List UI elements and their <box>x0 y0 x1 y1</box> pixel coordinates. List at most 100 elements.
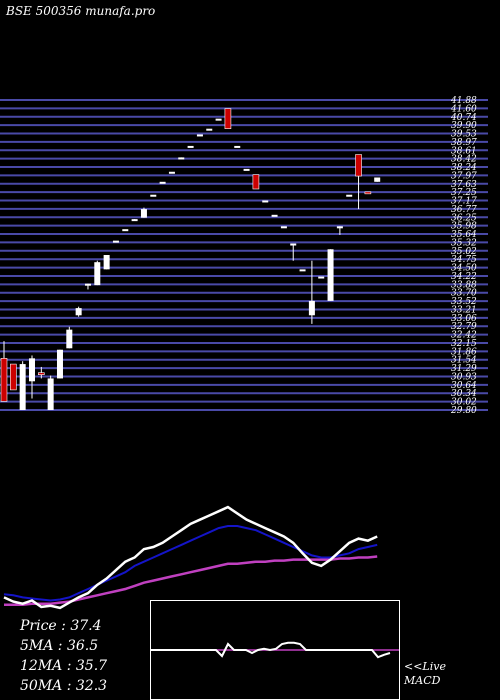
price-tick-label: 39.53 <box>451 130 477 140</box>
ma50-stat: 50MA : 32.3 <box>20 678 108 694</box>
candle-body <box>224 108 232 130</box>
candle-body <box>308 300 315 316</box>
candle-body <box>140 209 147 218</box>
price-tick-label: 34.50 <box>451 264 477 274</box>
price-tick-label: 31.54 <box>451 356 477 366</box>
price-tick-label: 37.97 <box>451 171 477 181</box>
ma50-value: 32.3 <box>75 678 108 694</box>
candle-body <box>374 177 381 182</box>
ma12-label: 12MA <box>20 658 63 674</box>
candle-body <box>0 358 8 402</box>
candle-body <box>84 283 91 286</box>
candle-body <box>299 269 306 272</box>
candlesticks <box>0 108 381 410</box>
ma-slow-line <box>4 555 378 607</box>
price-tick-label: 33.21 <box>451 305 477 315</box>
candle-body <box>187 145 194 148</box>
candle-body <box>56 349 63 379</box>
price-tick-label: 30.64 <box>451 381 477 391</box>
candle-body <box>38 372 45 375</box>
price-tick-label: 36.25 <box>451 213 477 223</box>
candle-body <box>168 171 175 174</box>
macd-label: <<Live MACD <box>404 660 446 688</box>
candle-body <box>103 255 110 270</box>
ma5-stat: 5MA : 36.5 <box>20 638 99 654</box>
price-tick-label: 32.42 <box>451 331 477 341</box>
price-tick-label: 38.61 <box>451 146 477 156</box>
candle-body <box>234 145 241 148</box>
candle-body <box>271 214 278 217</box>
candle-body <box>327 249 334 301</box>
price-tick-label: 33.06 <box>451 314 477 324</box>
price-tick-label: 34.75 <box>451 255 477 265</box>
candle-body <box>75 308 82 316</box>
candle-body <box>122 229 129 232</box>
ma-mid-line <box>3 525 378 602</box>
ma-fast-line <box>3 505 378 610</box>
chart-title: BSE 500356 munafa.pro <box>6 4 156 18</box>
price-tick-label: 38.24 <box>451 163 477 173</box>
price-tick-label: 33.88 <box>451 280 477 290</box>
price-tick-label: 30.02 <box>451 398 477 408</box>
ma12-value: 35.7 <box>75 658 108 674</box>
price-tick-label: 34.22 <box>451 272 477 282</box>
candle-body <box>318 276 325 279</box>
price-tick-label: 38.97 <box>451 138 477 148</box>
price-tick-label: 32.15 <box>451 339 477 349</box>
price-label: Price <box>20 618 57 634</box>
candle-body <box>215 118 222 121</box>
price-tick-label: 41.88 <box>450 96 477 106</box>
ma5-value: 36.5 <box>66 638 99 654</box>
price-axis: 41.8841.6040.7439.9039.5338.9738.6138.42… <box>450 96 477 416</box>
candle-body <box>47 378 54 410</box>
candle-body <box>66 329 73 349</box>
candle-body <box>243 168 250 171</box>
candle-body <box>178 157 185 160</box>
candle-body <box>19 364 26 410</box>
price-tick-label: 37.63 <box>451 180 477 190</box>
price-tick-label: 33.52 <box>451 297 477 307</box>
price-tick-label: 41.60 <box>450 104 477 114</box>
candle-body <box>150 194 157 197</box>
price-tick-label: 32.79 <box>451 322 477 332</box>
ma50-label: 50MA <box>20 678 63 694</box>
price-tick-label: 30.34 <box>451 389 477 399</box>
candle-body <box>355 154 362 177</box>
macd-panel <box>150 600 400 700</box>
price-grid <box>0 99 488 411</box>
candle-body <box>290 243 297 246</box>
candle-body <box>28 358 35 382</box>
price-tick-label: 35.02 <box>451 247 477 257</box>
price-stat: Price : 37.4 <box>20 618 102 634</box>
price-tick-label: 35.64 <box>451 230 477 240</box>
price-tick-label: 37.17 <box>451 197 477 207</box>
price-tick-label: 31.86 <box>451 347 477 357</box>
candle-body <box>159 181 166 184</box>
candle-body <box>280 226 287 229</box>
price-value: 37.4 <box>70 618 102 634</box>
price-tick-label: 29.80 <box>450 406 477 416</box>
candle-body <box>94 262 101 286</box>
ma12-stat: 12MA : 35.7 <box>20 658 108 674</box>
price-tick-label: 33.70 <box>451 289 477 299</box>
macd-plot <box>150 641 400 659</box>
candle-body <box>346 194 353 197</box>
price-tick-label: 30.93 <box>451 372 477 382</box>
candle-body <box>10 363 17 391</box>
stats-panel: Price : 37.4 5MA : 36.5 12MA : 35.7 50MA… <box>20 616 107 696</box>
macd-title: MACD <box>404 674 441 687</box>
price-tick-label: 36.77 <box>451 205 477 215</box>
candle-body <box>252 174 260 190</box>
price-tick-label: 40.74 <box>450 113 477 123</box>
candle-body <box>131 219 138 222</box>
price-tick-label: 37.25 <box>451 188 477 198</box>
candle-body <box>112 240 119 243</box>
candle-body <box>196 134 203 137</box>
macd-line <box>150 641 391 659</box>
candle-body <box>336 226 343 229</box>
price-tick-label: 35.32 <box>451 238 477 248</box>
price-tick-label: 38.42 <box>451 155 477 165</box>
price-tick-label: 39.90 <box>451 121 477 131</box>
